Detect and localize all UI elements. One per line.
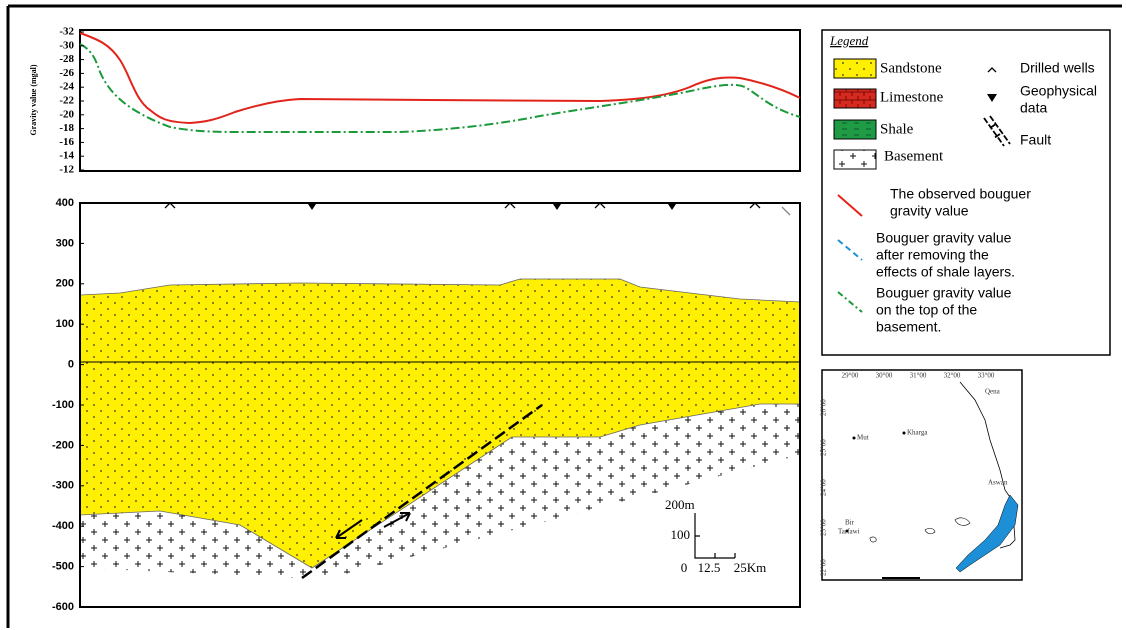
fault-line [301,403,543,580]
legend-label: basement. [876,319,941,335]
map-graticule: 29°00 30°00 31°00 32°00 33°00 26°00 25°00 24°00… [820,372,995,576]
fault-arrow [383,512,411,528]
basement-right [305,404,800,578]
y-tick-label: -500 [52,561,74,573]
scale-label: 100 [671,527,691,542]
y-tick-label: -28 [59,53,74,65]
observed-line-key [837,194,863,217]
basement-left [80,511,312,578]
y-tick-label: -32 [59,26,74,38]
legend-label: Fault [1020,132,1051,148]
legend-label: Shale [880,121,914,137]
y-tick-label: -26 [59,67,74,79]
scale-bar [694,513,736,559]
scale-label: 12.5 [698,560,721,575]
legend-label: gravity value [890,203,969,219]
legend-title: Legend [829,33,869,48]
latitude-label: 26°00 [820,399,828,416]
y-axis-title: Gravity value (mgal) [29,64,38,135]
legend-label: Sandstone [880,60,942,76]
longitude-label: 32°00 [944,372,961,380]
longitude-label: 31°00 [910,372,927,380]
basement-key [837,291,863,313]
y-tick-label: -14 [59,150,74,162]
scale-label: 0 [681,560,688,575]
place-label: Qena [985,388,1001,396]
legend-label: Bouguer gravity value [876,285,1012,301]
longitude-label: 33°00 [978,372,995,380]
y-tick-label: -200 [52,439,74,451]
y-tick-label: 0 [68,359,74,371]
latitude-label: 22°00 [820,559,828,576]
legend-label: Geophysical [1020,83,1097,99]
legend: Legend Sandstone Limestone Shale Basemen… [821,29,1111,356]
fault-symbol [983,115,1011,147]
legend-label: The observed bouguer [890,186,1031,202]
y-tick-label: -600 [52,601,74,613]
town [852,436,856,440]
legend-label: on the top of the [876,302,977,318]
place-label: Aswan [988,479,1008,487]
place-label: Bir [845,519,855,527]
y-tick-label: -24 [59,81,74,93]
y-tick-label: -100 [52,399,74,411]
y-tick-label: 200 [56,278,74,290]
y-tick-label: 100 [56,318,74,330]
legend-frame [821,29,1111,356]
location-map: Qena Kharga Mut Aswan Bir Tarfawi 29°00 3… [820,369,1023,581]
scale-label: 25Km [734,560,767,575]
y-tick-label: -16 [59,136,74,148]
legend-label: Basement [884,148,944,164]
coastline [959,381,1016,549]
place-label: Tarfawi [838,528,860,536]
sandstone-swatch [833,58,877,79]
shale-swatch [833,119,877,140]
longitude-label: 30°00 [876,372,893,380]
shale-removed-key [837,239,863,261]
y-tick-label: -400 [52,520,74,532]
y-tick-label: 400 [56,197,74,209]
y-tick-label: -18 [59,122,74,134]
well-symbol [987,67,997,73]
y-tick-label: -300 [52,480,74,492]
place-label: Kharga [907,429,928,437]
y-tick-label: 300 [56,237,74,249]
town [845,529,849,533]
y-tick-label: -20 [59,108,74,120]
latitude-label: 25°00 [820,439,828,456]
longitude-label: 29°00 [842,372,859,380]
legend-label: after removing the [876,247,989,263]
legend-label: Bouguer gravity value [876,230,1012,246]
legend-label: Drilled wells [1020,60,1095,76]
limestone-swatch [833,88,877,109]
latitude-label: 24°00 [820,479,828,496]
lake [955,494,1019,573]
basement-swatch [833,149,877,170]
fault-arrow [335,519,363,539]
legend-label: data [1020,100,1047,116]
legend-label: effects of shale layers. [876,264,1015,280]
depressions [869,517,971,543]
cross-section: 200m 100 0 12.5 25Km 400 300 200 100 0 -100 -2… [52,197,801,613]
observed-gravity-curve [79,32,801,125]
frame [6,4,1122,628]
y-tick-label: -30 [59,39,74,51]
y-tick-label: -12 [59,164,74,176]
latitude-label: 23°00 [820,519,828,536]
town [902,431,906,435]
place-label: Mut [857,434,869,442]
scale-label: 200m [665,497,695,512]
legend-label: Limestone [880,89,944,105]
y-tick-label: -22 [59,95,74,107]
gravity-profile: Gravity value (mgal) -32-30-28-26-24-22-… [29,26,801,176]
geophysical-symbol [987,94,997,102]
basement-gravity-curve [79,43,801,133]
